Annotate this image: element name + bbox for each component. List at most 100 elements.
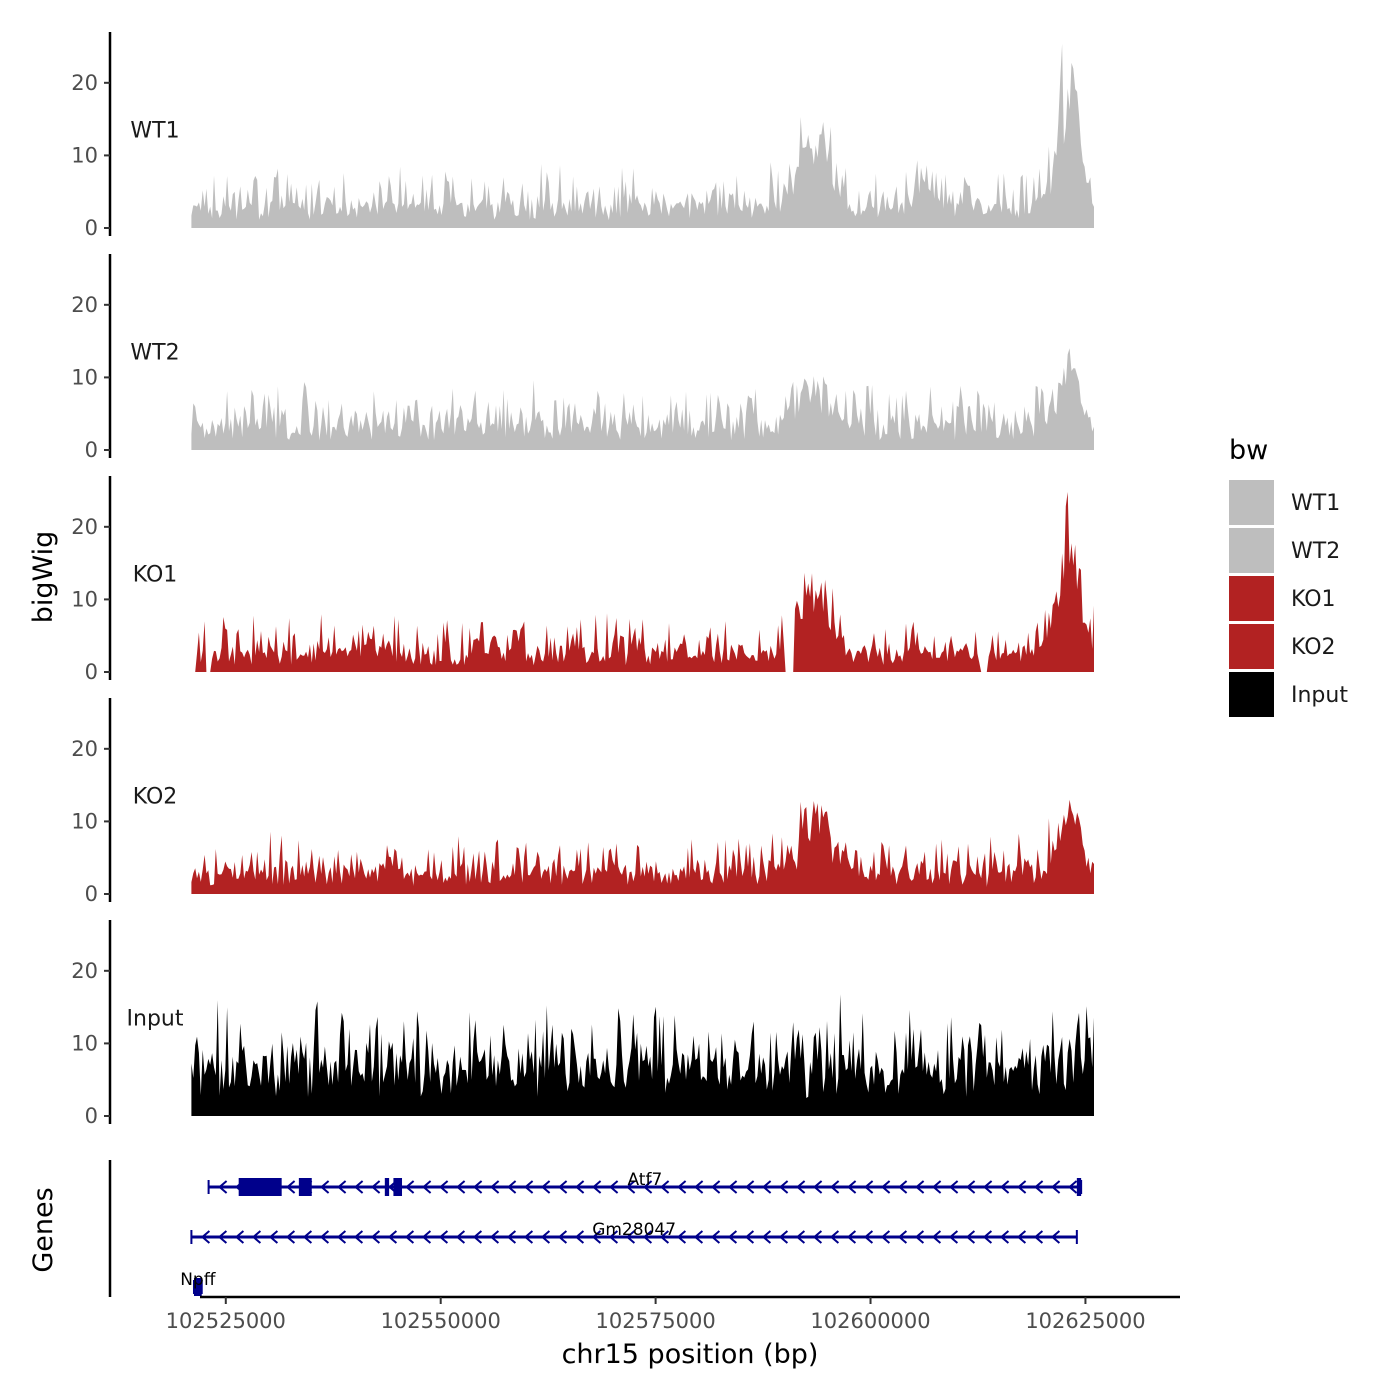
strand-arrow [676,1230,687,1244]
strand-arrow [931,1230,942,1244]
strand-arrow [591,1230,602,1244]
strand-arrow [881,1180,891,1194]
y-tick-label: 20 [71,737,98,761]
x-tick-label: 102525000 [166,1309,286,1333]
legend-label: KO1 [1291,587,1336,612]
strand-arrow [812,1230,823,1244]
legend-swatch [1229,624,1274,669]
strand-arrow [337,1180,347,1194]
y-tick-label: 0 [85,1104,98,1128]
strand-arrow [473,1180,483,1194]
signal-area [191,43,1094,228]
y-tick-label: 10 [71,809,98,833]
legend-label: WT2 [1291,539,1340,564]
strand-arrow [541,1180,551,1194]
legend-swatch [1229,528,1274,573]
legend-item-wt1: WT1 [1229,480,1340,525]
y-tick-label: 10 [71,365,98,389]
strand-arrow [694,1180,704,1194]
strand-arrow [932,1180,942,1194]
strand-arrow [642,1230,653,1244]
strand-arrow [830,1180,840,1194]
x-tick-label: 102625000 [1025,1309,1145,1333]
strand-arrow [625,1230,636,1244]
track-wt2: 0 10 20 WT2 [71,254,1094,462]
strand-arrow [744,1230,755,1244]
x-axis-title: chr15 position (bp) [562,1339,819,1370]
strand-arrow [728,1180,738,1194]
track-label: KO2 [133,784,178,809]
strand-arrow [1016,1230,1027,1244]
strand-arrow [456,1180,466,1194]
gene-label: Gm28047 [592,1220,676,1240]
gene-label: Atf7 [627,1170,662,1190]
track-wt1: 0 10 20 WT1 [71,32,1094,240]
strand-arrow [438,1230,449,1244]
strand-arrow [1034,1180,1044,1194]
strand-arrow [711,1180,721,1194]
signal-area [191,799,1094,894]
signal-area [191,348,1094,450]
strand-arrow [880,1230,891,1244]
strand-arrow [354,1180,364,1194]
x-tick-label: 102550000 [381,1309,501,1333]
legend-label: Input [1291,683,1348,708]
strand-arrow [507,1180,517,1194]
x-axis: 102525000 102550000 102575000 102600000 1026… [166,1295,1180,1333]
legend-label: WT1 [1291,491,1340,516]
strand-arrow [489,1230,500,1244]
strand-arrow [285,1230,296,1244]
strand-arrow [251,1230,262,1244]
strand-arrow [898,1180,908,1194]
y-tick-label: 20 [71,71,98,95]
y-tick-label: 10 [71,1031,98,1055]
x-tick-label: 102600000 [810,1309,930,1333]
track-label: KO1 [133,562,178,587]
strand-arrow [1017,1180,1027,1194]
strand-arrow [455,1230,466,1244]
strand-arrow [1033,1230,1044,1244]
strand-arrow [813,1180,823,1194]
gene-atf7: Atf7 [207,1170,1083,1196]
strand-arrow [319,1230,330,1244]
y-tick-label: 20 [71,959,98,983]
strand-arrow [982,1230,993,1244]
y-tick-label: 10 [71,587,98,611]
strand-arrow [558,1180,568,1194]
legend-items: WT1 WT2 KO1 KO2 Input [1229,480,1348,717]
gene-npff: Npff [180,1270,217,1296]
legend-label: KO2 [1291,635,1336,660]
y-tick-label: 20 [71,293,98,317]
strand-arrow [829,1230,840,1244]
track-ko1: 0 10 20 KO1 [71,476,1094,684]
strand-arrow [200,1230,211,1244]
strand-arrow [949,1180,959,1194]
strand-arrow [286,1180,296,1194]
strand-arrow [353,1230,364,1244]
strand-arrow [660,1180,670,1194]
legend-title: bw [1229,435,1268,466]
strand-arrow [864,1180,874,1194]
y-tick-label: 0 [85,882,98,906]
strand-arrow [370,1230,381,1244]
strand-arrow [659,1230,670,1244]
strand-arrow [506,1230,517,1244]
strand-arrow [592,1180,602,1194]
strand-arrow [710,1230,721,1244]
y-axis-title: bigWig [28,531,59,624]
x-tick-label: 102575000 [595,1309,715,1333]
legend-swatch [1229,480,1274,525]
genes-panel: Atf7 Gm28047 Npff [108,1160,1083,1297]
y-tick-label: 10 [71,143,98,167]
strand-arrow [897,1230,908,1244]
signal-area [191,994,1094,1116]
strand-arrow [966,1180,976,1194]
track-label: WT2 [130,340,179,365]
strand-arrow [524,1180,534,1194]
strand-arrow [727,1230,738,1244]
track-label: WT1 [130,118,179,143]
strand-arrow [1000,1180,1010,1194]
strand-arrow [540,1230,551,1244]
strand-arrow [643,1180,653,1194]
